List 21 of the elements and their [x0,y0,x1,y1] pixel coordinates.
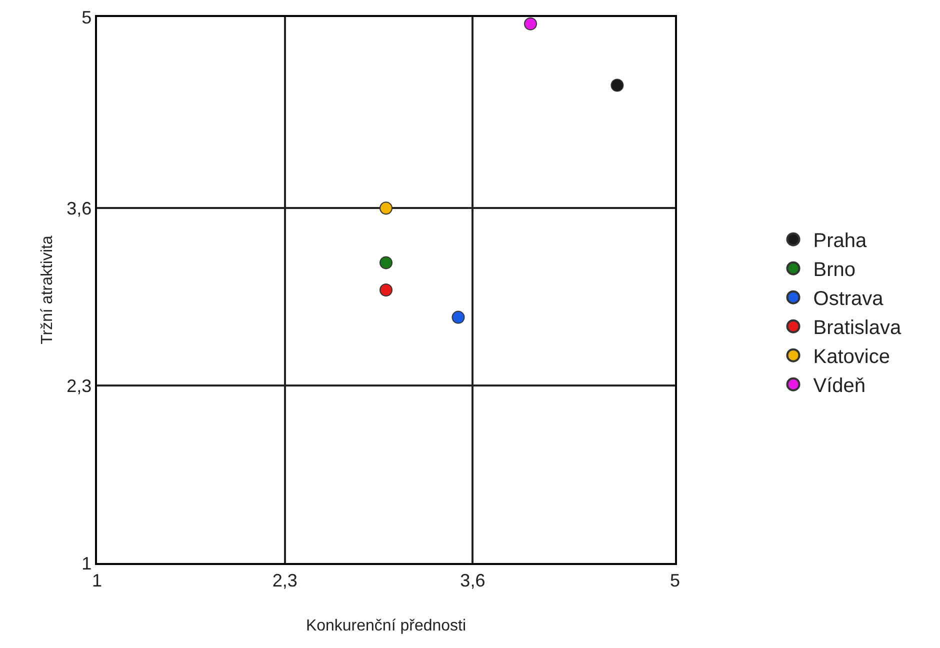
y-tick-label: 1 [82,553,92,574]
y-tick-label: 5 [82,7,92,28]
x-axis-title: Konkurenční přednosti [306,618,466,635]
x-tick-label: 3,6 [460,570,486,590]
legend-label: Bratislava [813,317,902,340]
legend-label: Ostrava [813,288,884,310]
point [524,17,537,30]
legend-label: Brno [813,259,856,282]
point [610,78,624,92]
y-tick-label: 2,3 [66,376,92,396]
x-tick-label: 2,3 [272,570,298,590]
legend-label: Praha [813,230,868,252]
point [380,284,392,296]
legend-label: Katovice [813,346,890,368]
point [380,202,392,215]
point [452,310,465,324]
y-axis-title: Tržní atraktivita [39,236,56,344]
legend-label: Vídeň [813,375,866,398]
y-tick-label: 3,6 [66,198,92,218]
point [380,256,392,270]
x-tick-label: 5 [670,570,680,590]
